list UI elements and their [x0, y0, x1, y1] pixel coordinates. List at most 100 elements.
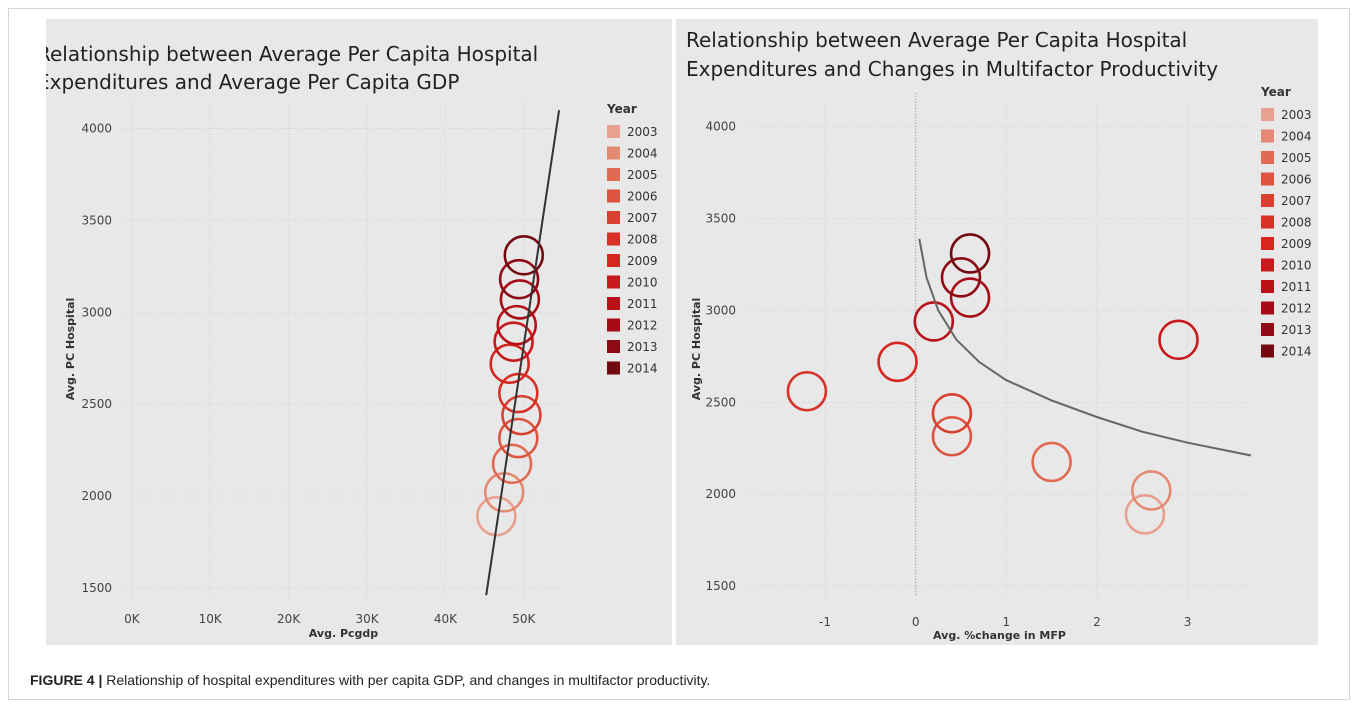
data-point-2012 [949, 277, 991, 318]
data-point-2003 [476, 495, 517, 537]
legend-swatch-2009 [1261, 237, 1274, 250]
legend-label-2006: 2006 [627, 190, 658, 204]
figure-label: FIGURE 4 | [30, 672, 103, 688]
legend-label-2011: 2011 [627, 297, 658, 311]
legend-title: Year [606, 102, 637, 116]
figure-caption: FIGURE 4 | Relationship of hospital expe… [30, 672, 710, 688]
x-tick-label: 10K [199, 612, 223, 626]
legend-swatch-2010 [607, 275, 620, 289]
legend-swatch-2009 [607, 254, 620, 267]
x-tick-label: 2 [1093, 615, 1101, 629]
legend-label-2005: 2005 [627, 168, 658, 182]
x-tick-label: 3 [1184, 615, 1192, 629]
data-point-2004 [1131, 470, 1172, 511]
y-tick-label: 1500 [705, 579, 736, 593]
legend-swatch-2013 [607, 340, 620, 353]
y-tick-label: 2000 [81, 489, 112, 503]
legend-label-2013: 2013 [1281, 323, 1312, 337]
data-point-2008 [786, 370, 828, 412]
legend-swatch-2011 [607, 297, 620, 310]
y-tick-label: 3500 [81, 213, 112, 227]
legend-label-2005: 2005 [1281, 151, 1312, 165]
legend-title: Year [1260, 85, 1291, 99]
trend-line [485, 110, 561, 596]
chart-title-line: Expenditures and Average Per Capita GDP [46, 70, 459, 94]
legend-swatch-2006 [1261, 172, 1274, 186]
data-point-2008 [498, 372, 539, 414]
x-axis-label: Avg. Pcgdp [309, 627, 379, 640]
data-point-2009 [489, 343, 530, 384]
legend-swatch-2004 [1261, 129, 1274, 143]
data-point-2013 [940, 257, 982, 298]
y-tick-label: 3000 [81, 305, 112, 319]
x-axis-label: Avg. %change in MFP [933, 629, 1066, 642]
legend-label-2007: 2007 [1281, 194, 1312, 208]
mfp-scatter-chart: Relationship between Average Per Capita … [686, 28, 1312, 642]
y-tick-label: 4000 [705, 120, 736, 134]
y-tick-label: 1500 [81, 581, 112, 595]
x-tick-label: -1 [819, 615, 831, 629]
legend-label-2004: 2004 [1281, 130, 1312, 144]
legend-label-2009: 2009 [627, 254, 658, 268]
data-point-2011 [496, 304, 538, 346]
data-point-2006 [498, 417, 539, 459]
chart-title-line: Relationship between Average Per Capita … [686, 28, 1187, 52]
legend-swatch-2008 [607, 232, 620, 246]
x-tick-label: 40K [434, 612, 458, 626]
legend-swatch-2008 [1261, 215, 1274, 229]
legend-label-2012: 2012 [1281, 302, 1312, 316]
legend-swatch-2006 [607, 189, 620, 203]
legend-label-2008: 2008 [1281, 216, 1312, 230]
data-point-2010 [1158, 319, 1199, 361]
chart-title-line: Relationship between Average Per Capita … [46, 42, 538, 66]
y-tick-label: 4000 [81, 122, 112, 136]
legend-label-2003: 2003 [627, 125, 658, 139]
y-axis-label: Avg. PC Hospital [64, 298, 77, 401]
legend-swatch-2014 [607, 361, 620, 375]
legend-label-2011: 2011 [1281, 280, 1312, 294]
data-point-2006 [931, 415, 973, 457]
legend-label-2014: 2014 [627, 362, 658, 376]
mfp-chart-panel: Relationship between Average Per Capita … [676, 19, 1318, 645]
caption-text: Relationship of hospital expenditures wi… [102, 672, 711, 688]
data-point-2010 [493, 321, 534, 362]
legend-label-2012: 2012 [627, 319, 658, 333]
legend-label-2014: 2014 [1281, 345, 1312, 359]
y-tick-label: 2500 [81, 397, 112, 411]
legend-swatch-2007 [1261, 194, 1274, 207]
data-point-2011 [913, 301, 955, 342]
legend-swatch-2003 [607, 125, 620, 138]
legend-label-2004: 2004 [627, 147, 658, 161]
legend-label-2009: 2009 [1281, 237, 1312, 251]
legend-swatch-2005 [1261, 151, 1274, 164]
legend-swatch-2004 [607, 146, 620, 160]
legend-label-2008: 2008 [627, 233, 658, 247]
legend-label-2003: 2003 [1281, 108, 1312, 122]
data-point-2012 [499, 279, 541, 320]
data-point-2007 [931, 392, 973, 434]
legend-swatch-2007 [607, 211, 620, 224]
legend-swatch-2005 [607, 168, 620, 181]
legend-label-2013: 2013 [627, 340, 658, 354]
legend-swatch-2012 [607, 318, 620, 332]
data-point-2009 [877, 341, 918, 383]
data-point-2003 [1124, 494, 1166, 535]
legend-swatch-2003 [1261, 108, 1274, 121]
figure-frame: Relationship between Average Per Capita … [8, 8, 1350, 700]
x-tick-label: 50K [512, 612, 536, 626]
legend-swatch-2013 [1261, 323, 1274, 336]
y-tick-label: 3000 [705, 303, 736, 317]
data-point-2014 [503, 235, 545, 276]
gdp-chart-panel: Relationship between Average Per Capita … [46, 19, 672, 645]
legend-label-2010: 2010 [1281, 259, 1312, 273]
x-tick-label: 0K [124, 612, 141, 626]
x-tick-label: 20K [277, 612, 301, 626]
legend-label-2007: 2007 [627, 211, 658, 225]
trend-line [918, 238, 1252, 457]
data-point-2014 [949, 233, 991, 274]
y-tick-label: 2500 [705, 395, 736, 409]
chart-title-line: Expenditures and Changes in Multifactor … [686, 57, 1218, 81]
data-point-2005 [1031, 441, 1072, 483]
x-tick-label: 1 [1002, 615, 1010, 629]
legend-swatch-2012 [1261, 301, 1274, 315]
